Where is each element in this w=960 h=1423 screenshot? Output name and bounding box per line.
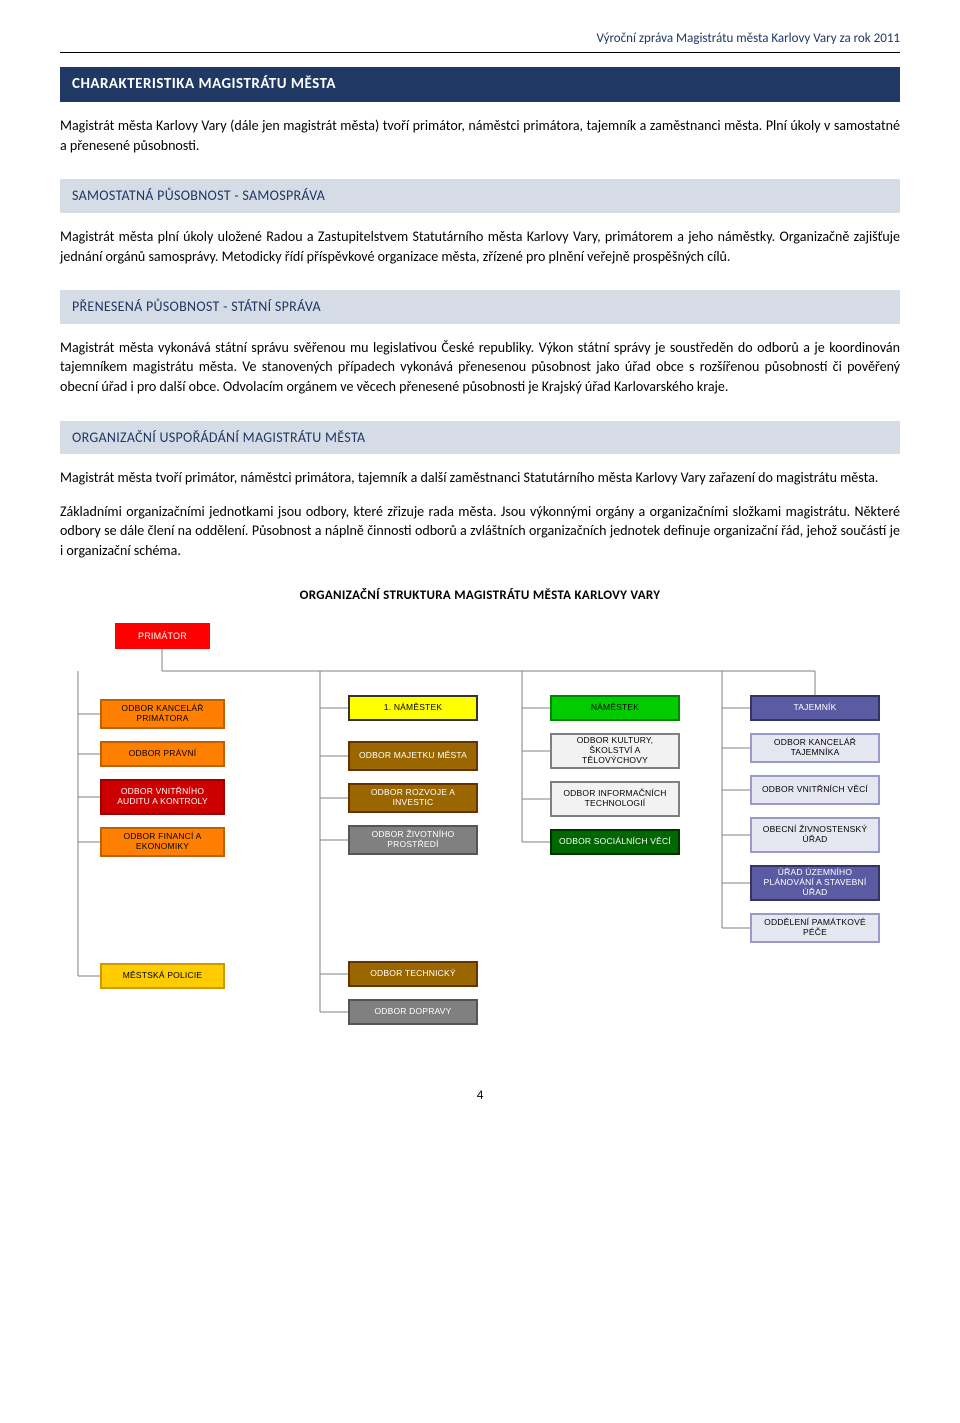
org-node-vnitrnich: ODBOR VNITŘNÍCH VĚCÍ — [750, 775, 880, 805]
org-node-kanc-prim: ODBOR KANCELÁŘ PRIMÁTORA — [100, 699, 225, 729]
org-node-financi: ODBOR FINANCÍ A EKONOMIKY — [100, 827, 225, 857]
page-number: 4 — [60, 1087, 900, 1105]
org-node-nam2: NÁMĚSTEK — [550, 695, 680, 721]
org-node-zivotni: ODBOR ŽIVOTNÍHO PROSTŘEDÍ — [348, 825, 478, 855]
section1-bar: SAMOSTATNÁ PŮSOBNOST - SAMOSPRÁVA — [60, 179, 900, 213]
org-node-pamatky: ODDĚLENÍ PAMÁTKOVÉ PÉČE — [750, 913, 880, 943]
page-header: Výroční zpráva Magistrátu města Karlovy … — [60, 30, 900, 53]
section2-paragraph: Magistrát města vykonává státní správu s… — [60, 338, 900, 397]
section3-paragraph2: Základními organizačními jednotkami jsou… — [60, 502, 900, 561]
org-node-tajemnik: TAJEMNÍK — [750, 695, 880, 721]
org-node-primator: PRIMÁTOR — [115, 623, 210, 649]
org-node-pravni: ODBOR PRÁVNÍ — [100, 741, 225, 767]
org-node-rozvoj: ODBOR ROZVOJE A INVESTIC — [348, 783, 478, 813]
org-chart-title: ORGANIZAČNÍ STRUKTURA MAGISTRÁTU MĚSTA K… — [60, 587, 900, 605]
org-node-dopravy: ODBOR DOPRAVY — [348, 999, 478, 1025]
title-bar: CHARAKTERISTIKA MAGISTRÁTU MĚSTA — [60, 67, 900, 102]
org-node-policie: MĚSTSKÁ POLICIE — [100, 963, 225, 989]
org-node-kultury: ODBOR KULTURY, ŠKOLSTVÍ A TĚLOVÝCHOVY — [550, 733, 680, 769]
org-node-informacni: ODBOR INFORMAČNÍCH TECHNOLOGIÍ — [550, 781, 680, 817]
section3-bar: ORGANIZAČNÍ USPOŘÁDÁNÍ MAGISTRÁTU MĚSTA — [60, 421, 900, 455]
org-node-kanc-taj: ODBOR KANCELÁŘ TAJEMNÍKA — [750, 733, 880, 763]
org-chart: PRIMÁTOR ODBOR KANCELÁŘ PRIMÁTORA ODBOR PR… — [60, 623, 900, 1063]
org-node-uzemni: ÚŘAD ÚZEMNÍHO PLÁNOVÁNÍ A STAVEBNÍ ÚŘAD — [750, 865, 880, 901]
org-node-socialni: ODBOR SOCIÁLNÍCH VĚCÍ — [550, 829, 680, 855]
intro-paragraph: Magistrát města Karlovy Vary (dále jen m… — [60, 116, 900, 155]
org-node-nam1: 1. NÁMĚSTEK — [348, 695, 478, 721]
section2-bar: PŘENESENÁ PŮSOBNOST - STÁTNÍ SPRÁVA — [60, 290, 900, 324]
org-node-technicky: ODBOR TECHNICKÝ — [348, 961, 478, 987]
org-node-audit: ODBOR VNITŘNÍHO AUDITU A KONTROLY — [100, 779, 225, 815]
org-node-majetku: ODBOR MAJETKU MĚSTA — [348, 741, 478, 771]
section3-paragraph1: Magistrát města tvoří primátor, náměstci… — [60, 468, 900, 488]
org-node-zivnost: OBECNÍ ŽIVNOSTENSKÝ ÚŘAD — [750, 817, 880, 853]
section1-paragraph: Magistrát města plní úkoly uložené Radou… — [60, 227, 900, 266]
